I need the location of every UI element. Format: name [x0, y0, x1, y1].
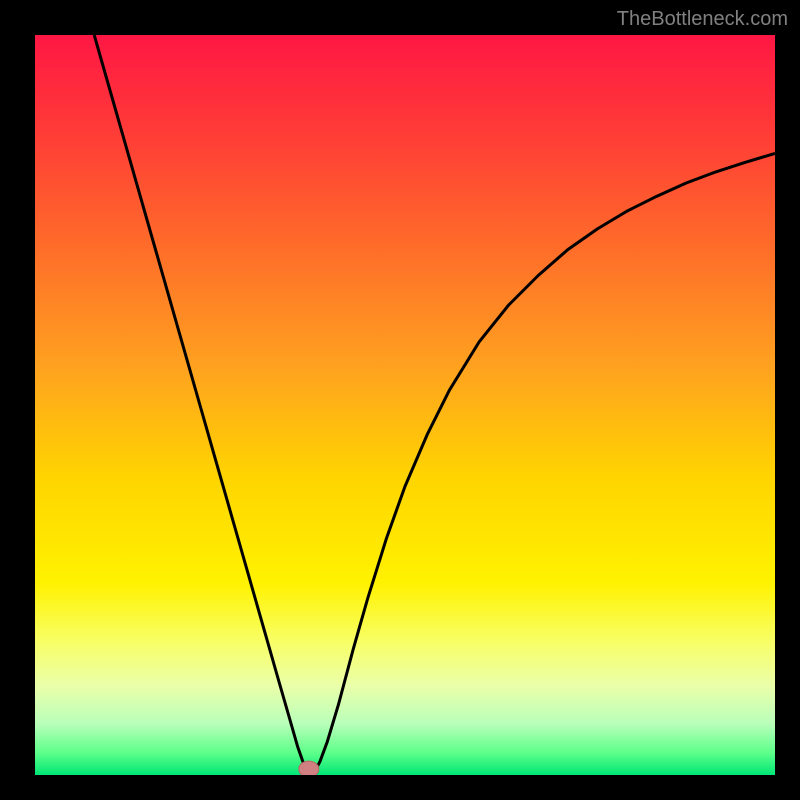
bottleneck-curve — [94, 35, 775, 774]
optimal-point-marker — [299, 761, 319, 775]
plot-area — [35, 35, 775, 775]
watermark-text: TheBottleneck.com — [617, 8, 788, 31]
curve-layer — [35, 35, 775, 775]
